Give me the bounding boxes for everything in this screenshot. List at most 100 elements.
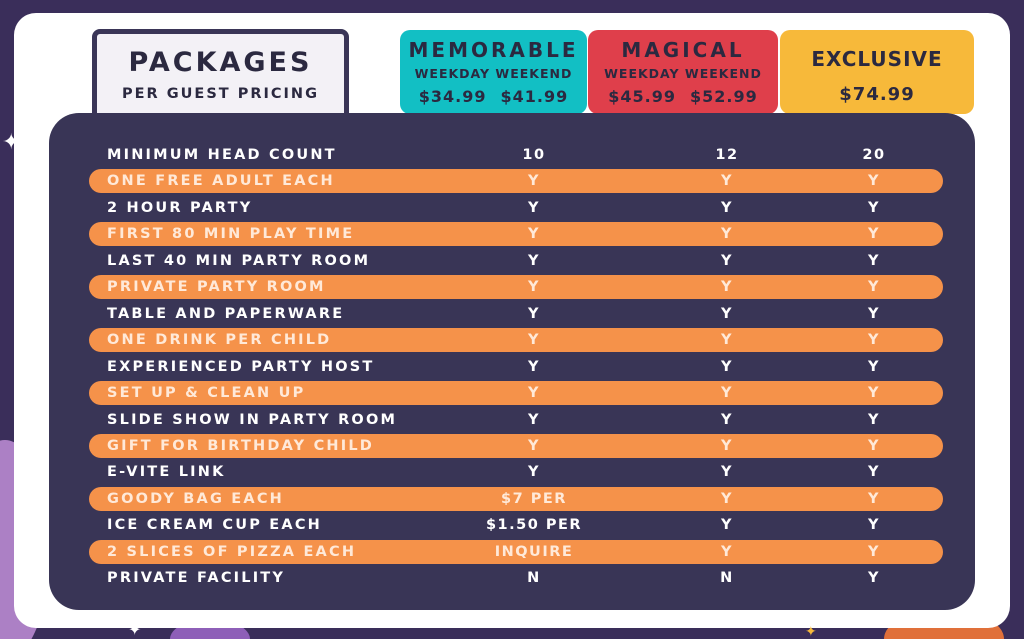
feature-label: MINIMUM HEAD COUNT xyxy=(107,147,337,163)
exclusive-value: Y xyxy=(868,411,880,428)
memorable-value: Y xyxy=(528,385,540,402)
exclusive-value: Y xyxy=(868,385,880,402)
feature-label: PRIVATE FACILITY xyxy=(107,570,286,587)
table-row: MINIMUM HEAD COUNT 10 12 20 xyxy=(89,143,943,167)
feature-label: GIFT FOR BIRTHDAY CHILD xyxy=(107,437,375,454)
table-row: EXPERIENCED PARTY HOST Y Y Y xyxy=(89,355,943,379)
magical-value: Y xyxy=(721,490,733,507)
exclusive-value: Y xyxy=(868,332,880,349)
table-row: SLIDE SHOW IN PARTY ROOM Y Y Y xyxy=(89,408,943,432)
exclusive-value: Y xyxy=(868,358,880,375)
package-name: MAGICAL xyxy=(621,38,745,62)
package-prices: $34.99 $41.99 xyxy=(400,87,587,106)
exclusive-value: Y xyxy=(868,464,880,481)
magical-value: Y xyxy=(721,543,733,560)
exclusive-value: Y xyxy=(868,543,880,560)
exclusive-value: Y xyxy=(868,437,880,454)
memorable-value: Y xyxy=(528,464,540,481)
memorable-value: Y xyxy=(528,226,540,243)
exclusive-value: Y xyxy=(868,517,880,534)
exclusive-value: Y xyxy=(868,199,880,216)
features-table: MINIMUM HEAD COUNT 10 12 20 ONE FREE ADULT E… xyxy=(49,113,975,610)
memorable-value: Y xyxy=(528,411,540,428)
magical-value: Y xyxy=(721,437,733,454)
memorable-value: Y xyxy=(528,173,540,190)
table-row: E-VITE LINK Y Y Y xyxy=(89,460,943,484)
exclusive-value: Y xyxy=(868,570,880,587)
memorable-value: N xyxy=(527,570,541,587)
feature-label: EXPERIENCED PARTY HOST xyxy=(107,358,375,375)
magical-value: Y xyxy=(721,252,733,269)
table-row: 2 SLICES OF PIZZA EACH INQUIRE Y Y xyxy=(89,539,943,564)
table-row: TABLE AND PAPERWARE Y Y Y xyxy=(89,302,943,326)
memorable-value: Y xyxy=(528,252,540,269)
package-prices: $45.99 $52.99 xyxy=(588,87,778,106)
exclusive-value: Y xyxy=(868,173,880,190)
memorable-value: Y xyxy=(528,358,540,375)
magical-value: N xyxy=(720,570,734,587)
weekday-price: $45.99 xyxy=(608,87,676,106)
package-exclusive: EXCLUSIVE $74.99 xyxy=(780,30,974,114)
sparkle-icon: ✦ xyxy=(128,620,142,639)
feature-label: 2 HOUR PARTY xyxy=(107,199,253,216)
table-row: PRIVATE FACILITY N N Y xyxy=(89,566,943,590)
package-price: $74.99 xyxy=(839,84,915,105)
table-row: SET UP & CLEAN UP Y Y Y xyxy=(89,381,943,406)
title-box: PACKAGES PER GUEST PRICING xyxy=(92,29,349,121)
magical-value: Y xyxy=(721,199,733,216)
sparkle-icon: ✦ xyxy=(805,624,817,639)
weekday-price: $34.99 xyxy=(418,87,487,106)
magical-value: Y xyxy=(721,173,733,190)
feature-label: 2 SLICES OF PIZZA EACH xyxy=(107,543,357,560)
table-row: FIRST 80 MIN PLAY TIME Y Y Y xyxy=(89,222,943,247)
magical-value: Y xyxy=(721,411,733,428)
feature-label: E-VITE LINK xyxy=(107,464,226,481)
table-row: ICE CREAM CUP EACH $1.50 PER Y Y xyxy=(89,513,943,537)
package-magical: MAGICAL WEEKDAY WEEKEND $45.99 $52.99 xyxy=(588,30,778,114)
magical-value: 12 xyxy=(715,147,739,163)
magical-value: Y xyxy=(721,385,733,402)
table-row: LAST 40 MIN PARTY ROOM Y Y Y xyxy=(89,249,943,273)
memorable-value: Y xyxy=(528,279,540,296)
memorable-value: Y xyxy=(528,199,540,216)
feature-label: LAST 40 MIN PARTY ROOM xyxy=(107,252,371,269)
package-day-labels: WEEKDAY WEEKEND xyxy=(414,66,573,81)
feature-label: SET UP & CLEAN UP xyxy=(107,385,306,402)
memorable-value: 10 xyxy=(522,147,546,163)
package-name: MEMORABLE xyxy=(408,38,579,62)
table-row: PRIVATE PARTY ROOM Y Y Y xyxy=(89,275,943,300)
feature-label: ICE CREAM CUP EACH xyxy=(107,517,322,534)
table-row: GOODY BAG EACH $7 PER Y Y xyxy=(89,486,943,511)
memorable-value: Y xyxy=(528,305,540,322)
exclusive-value: Y xyxy=(868,279,880,296)
exclusive-value: Y xyxy=(868,252,880,269)
sparkle-icon: ✦ xyxy=(2,130,21,155)
feature-label: PRIVATE PARTY ROOM xyxy=(107,279,326,296)
magical-value: Y xyxy=(721,517,733,534)
feature-label: SLIDE SHOW IN PARTY ROOM xyxy=(107,411,398,428)
magical-value: Y xyxy=(721,464,733,481)
table-row: 2 HOUR PARTY Y Y Y xyxy=(89,196,943,220)
feature-label: FIRST 80 MIN PLAY TIME xyxy=(107,226,355,243)
table-row: ONE FREE ADULT EACH Y Y Y xyxy=(89,169,943,194)
feature-label: ONE FREE ADULT EACH xyxy=(107,173,335,190)
package-day-labels: WEEKDAY WEEKEND xyxy=(604,66,762,81)
table-row: ONE DRINK PER CHILD Y Y Y xyxy=(89,328,943,353)
table-row: GIFT FOR BIRTHDAY CHILD Y Y Y xyxy=(89,433,943,458)
exclusive-value: Y xyxy=(868,305,880,322)
weekend-price: $41.99 xyxy=(500,87,569,106)
weekend-price: $52.99 xyxy=(690,87,758,106)
memorable-value: $1.50 PER xyxy=(485,517,583,534)
exclusive-value: Y xyxy=(868,490,880,507)
feature-label: ONE DRINK PER CHILD xyxy=(107,332,332,349)
memorable-value: Y xyxy=(528,332,540,349)
exclusive-value: 20 xyxy=(862,147,886,163)
memorable-value: INQUIRE xyxy=(494,543,574,560)
package-memorable: MEMORABLE WEEKDAY WEEKEND $34.99 $41.99 xyxy=(400,30,587,114)
magical-value: Y xyxy=(721,358,733,375)
magical-value: Y xyxy=(721,332,733,349)
page-subtitle: PER GUEST PRICING xyxy=(122,86,319,102)
feature-label: TABLE AND PAPERWARE xyxy=(107,305,345,322)
memorable-value: Y xyxy=(528,437,540,454)
magical-value: Y xyxy=(721,279,733,296)
